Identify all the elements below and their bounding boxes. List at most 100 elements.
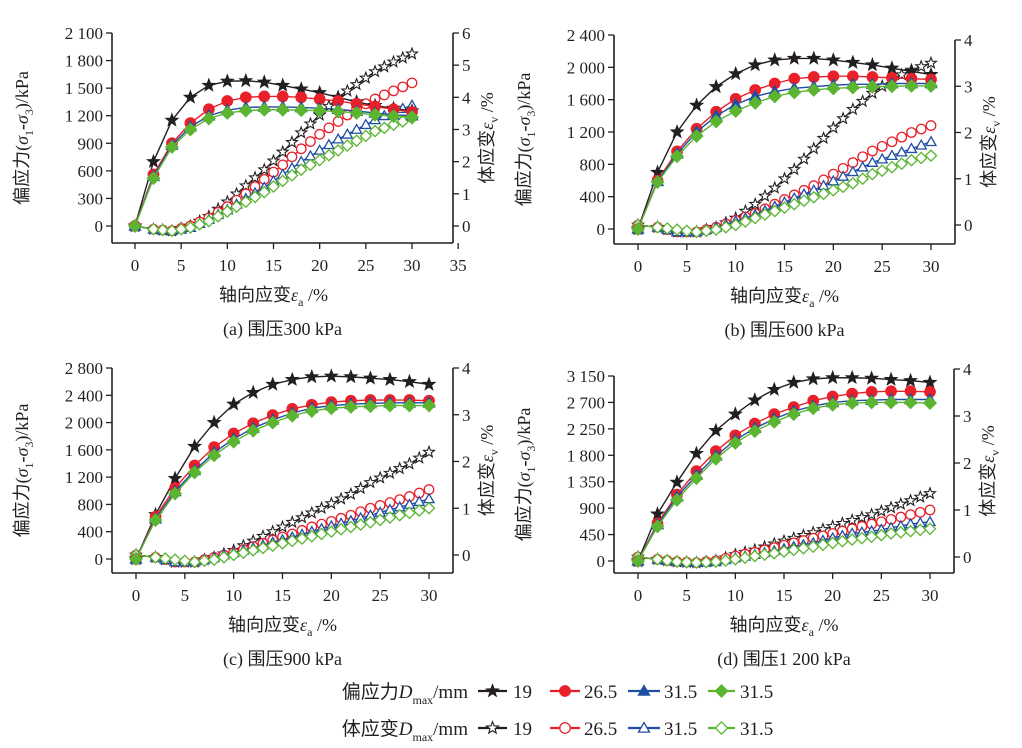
text-part: σ <box>514 136 534 146</box>
x-tick-label: 15 <box>265 256 282 275</box>
left-tick-label: 1 350 <box>567 473 605 492</box>
diamond-marker <box>865 167 879 181</box>
circle-marker <box>906 127 917 138</box>
circle-marker <box>857 151 869 163</box>
left-tick-label: 1 200 <box>65 107 103 126</box>
circle-marker <box>915 123 927 135</box>
text-part: ε <box>477 454 497 462</box>
text-part: /% <box>978 425 998 450</box>
diamond-marker <box>350 134 364 148</box>
star-marker <box>747 56 763 72</box>
star-marker <box>884 500 899 514</box>
text-part: σ <box>12 135 32 145</box>
triangle-marker <box>876 152 889 164</box>
text-part: D <box>398 682 413 703</box>
text-part: σ <box>514 116 534 126</box>
star-marker <box>304 505 319 519</box>
left-tick-label: 0 <box>597 220 606 239</box>
star-marker <box>922 374 938 389</box>
x-tick-label: 20 <box>311 256 328 275</box>
diamond-marker <box>631 222 645 236</box>
left-tick-label: 800 <box>78 495 104 514</box>
star-marker <box>708 422 724 438</box>
diamond-marker <box>884 527 898 540</box>
star-marker <box>340 83 355 97</box>
star-marker <box>854 510 869 524</box>
series-deviator-stress-diamond <box>128 102 419 233</box>
diamond-marker <box>836 180 850 194</box>
star-marker <box>294 125 309 139</box>
text-part: σ <box>514 451 534 461</box>
text-part: 体应变 <box>979 134 999 188</box>
subplot-d: 0 450 900 1 350 1 800 2 250 2 700 3 150 0 1 2 3 4 0 5 1… <box>514 360 1002 670</box>
series-deviator-stress-diamond <box>631 78 938 236</box>
diamond-marker <box>747 424 762 439</box>
right-tick-label: 6 <box>462 24 471 43</box>
x-tick-label: 10 <box>225 586 242 605</box>
triangle-marker <box>637 721 651 733</box>
star-marker <box>363 475 378 489</box>
triangle-marker <box>422 492 436 504</box>
star-marker <box>238 72 254 88</box>
diamond-marker <box>845 80 860 95</box>
text-part: 体应变 <box>342 718 399 740</box>
text-part: 1 <box>524 132 538 138</box>
text-part: 偏应力( <box>514 481 535 541</box>
left-tick-label: 0 <box>597 552 606 571</box>
diamond-marker <box>343 399 358 414</box>
circle-marker <box>406 77 418 89</box>
circle-marker <box>295 143 307 155</box>
series-line <box>134 80 413 227</box>
text-part: )/kPa <box>12 71 33 109</box>
star-marker <box>266 153 281 167</box>
legend-label: 31.5 <box>664 719 697 740</box>
diamond-marker <box>422 501 436 515</box>
right-tick-label: 3 <box>462 406 471 425</box>
legend-row-title: 偏应力Dmax/mm <box>342 681 468 707</box>
diamond-marker <box>276 536 289 550</box>
star-marker <box>201 77 217 92</box>
star-marker <box>323 368 339 383</box>
star-marker <box>275 144 290 158</box>
star-marker <box>284 371 300 386</box>
star-marker <box>248 170 263 184</box>
x-tick-label: 30 <box>923 257 940 276</box>
series-line <box>134 109 413 227</box>
triangle-marker <box>637 684 651 696</box>
diamond-marker <box>806 540 820 554</box>
diamond-marker <box>739 215 752 228</box>
diamond-marker <box>193 217 207 231</box>
right-tick-label: 2 <box>964 124 973 143</box>
diamond-marker <box>257 102 272 117</box>
text-part: v <box>988 450 1002 456</box>
diamond-marker <box>650 175 665 190</box>
left-tick-label: 2 100 <box>65 24 103 43</box>
diamond-marker <box>393 508 407 522</box>
legend-label: 31.5 <box>664 682 697 703</box>
text-part: 轴向应变 <box>730 286 802 306</box>
star-marker <box>874 503 889 518</box>
diamond-marker <box>239 195 253 209</box>
left-tick-label: 0 <box>95 217 104 236</box>
diamond-marker <box>129 552 143 566</box>
left-tick-label: 400 <box>78 523 104 542</box>
text-part: a <box>298 295 304 309</box>
diamond-marker <box>670 223 684 237</box>
series-line <box>135 399 430 560</box>
diamond-marker <box>207 448 222 463</box>
series-line <box>135 498 430 563</box>
diamond-marker <box>913 523 927 537</box>
series-line <box>637 401 931 562</box>
diamond-marker <box>708 451 723 466</box>
series-line <box>637 57 932 230</box>
diamond-marker <box>402 398 417 413</box>
diamond-marker <box>904 78 919 93</box>
text-part: ε <box>300 615 308 635</box>
series-line <box>135 404 429 560</box>
star-marker <box>295 510 310 524</box>
diamond-marker <box>817 187 830 201</box>
diamond-marker <box>295 532 309 546</box>
x-axis-title: 轴向应变εa /% <box>228 615 337 639</box>
diamond-marker <box>238 103 253 118</box>
legend-item: 31.5 <box>708 719 773 740</box>
